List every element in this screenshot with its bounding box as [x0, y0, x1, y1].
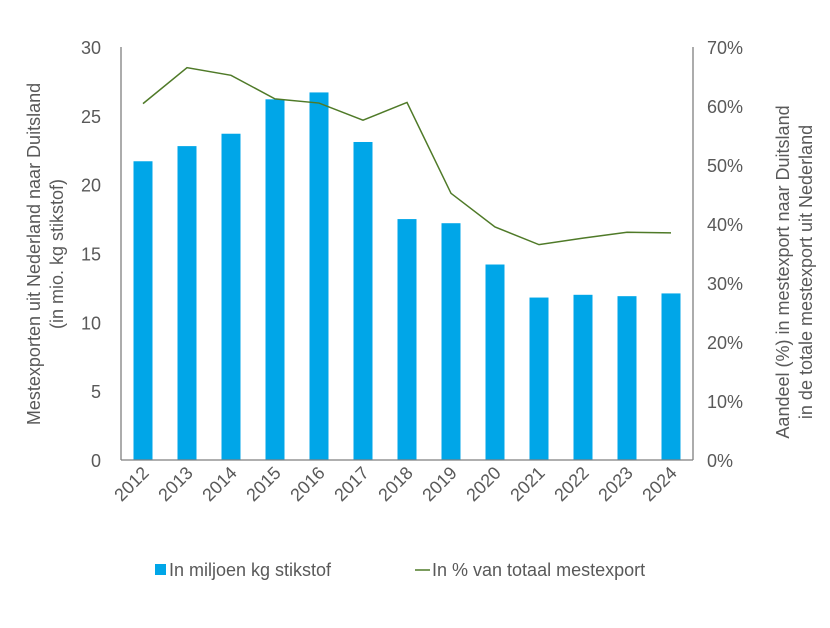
x-tick-label: 2020 — [462, 463, 504, 505]
y-tick-label: 30 — [81, 38, 101, 58]
bar-2015 — [265, 99, 285, 461]
bar-2020 — [485, 264, 505, 460]
bar-2012 — [133, 161, 153, 460]
y-tick-label: 20 — [81, 176, 101, 196]
x-tick-label: 2023 — [594, 463, 636, 505]
x-tick-label: 2014 — [198, 463, 240, 505]
y-axis-title-line1: Mestexporten uit Nederland naar Duitslan… — [24, 83, 44, 425]
bar-2016 — [309, 92, 329, 461]
y2-tick-label: 50% — [707, 156, 743, 176]
bar-2024 — [661, 293, 681, 460]
x-tick-label: 2012 — [110, 463, 152, 505]
x-tick-label: 2019 — [418, 463, 460, 505]
bar-2014 — [221, 133, 241, 461]
x-tick-label: 2021 — [506, 463, 548, 505]
y-axis-title-line2: (in mio. kg stikstof) — [47, 179, 67, 329]
y-tick-label: 15 — [81, 245, 101, 265]
y2-tick-label: 70% — [707, 38, 743, 58]
y-tick-label: 0 — [91, 451, 101, 471]
y-tick-label: 25 — [81, 107, 101, 127]
y2-tick-label: 30% — [707, 274, 743, 294]
x-tick-label: 2022 — [550, 463, 592, 505]
bar-2019 — [441, 223, 461, 460]
x-tick-label: 2016 — [286, 463, 328, 505]
legend: In miljoen kg stikstof In % van totaal m… — [155, 560, 645, 580]
line-series-percent — [142, 66, 672, 246]
legend-label-bar: In miljoen kg stikstof — [169, 560, 332, 580]
y-tick-label: 10 — [81, 313, 101, 333]
x-tick-label: 2017 — [330, 463, 372, 505]
x-tick-label: 2018 — [374, 463, 416, 505]
bar-2021 — [529, 297, 549, 460]
legend-label-line: In % van totaal mestexport — [432, 560, 645, 580]
legend-swatch-bar — [155, 564, 166, 575]
y2-tick-label: 0% — [707, 451, 733, 471]
y2-tick-label: 60% — [707, 97, 743, 117]
bar-2017 — [353, 141, 373, 461]
y2-tick-label: 20% — [707, 333, 743, 353]
y2-axis-title-line1: Aandeel (%) in mestexport naar Duitsland — [773, 105, 793, 438]
x-tick-label: 2015 — [242, 463, 284, 505]
bar-2013 — [177, 146, 197, 460]
y-tick-label: 5 — [91, 382, 101, 402]
bar-2022 — [573, 294, 593, 460]
x-tick-label: 2024 — [638, 463, 680, 505]
y2-axis-title-line2: in de totale mestexport uit Nederland — [796, 125, 816, 419]
y2-tick-label: 40% — [707, 215, 743, 235]
bar-2023 — [617, 296, 637, 460]
x-tick-label: 2013 — [154, 463, 196, 505]
bar-2018 — [397, 219, 417, 460]
y2-tick-label: 10% — [707, 392, 743, 412]
